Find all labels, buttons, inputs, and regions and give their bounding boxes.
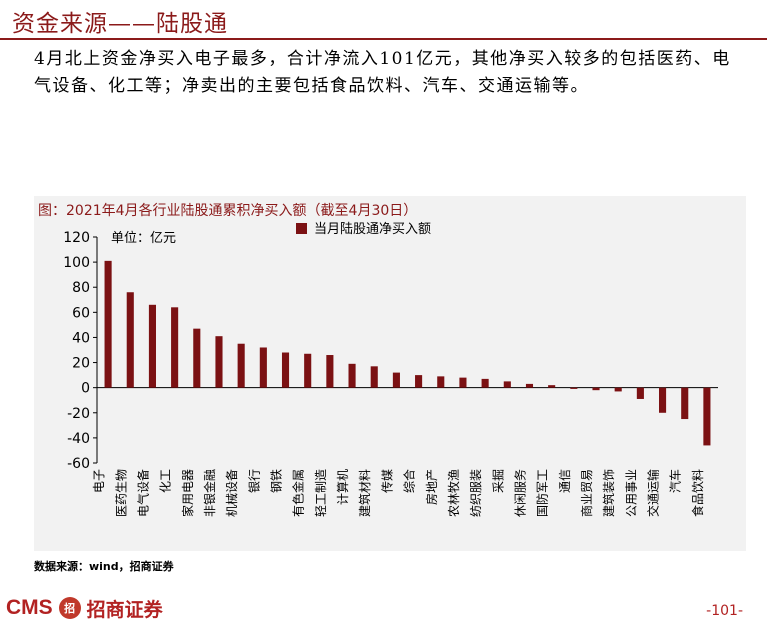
bar — [415, 375, 423, 388]
x-category-label: 农林牧渔 — [447, 469, 461, 517]
bar-chart: -60 -40 -20 0 20 40 60 80 100 120 电子 医药生物 电气设备 化工 家用电器… — [63, 221, 718, 517]
x-category-label: 轻工制造 — [314, 469, 328, 517]
unit-label: 单位：亿元 — [111, 231, 176, 246]
bar — [614, 387, 622, 392]
x-category-label: 公用事业 — [624, 469, 638, 517]
x-category-label: 计算机 — [335, 469, 350, 505]
bar — [148, 304, 156, 388]
x-category-label: 纺织服装 — [469, 469, 483, 517]
logo-company-name: 招商证券 — [86, 598, 163, 621]
data-source: 数据来源：wind，招商证券 — [34, 560, 174, 573]
bar — [548, 385, 556, 388]
x-category-label: 食品饮料 — [690, 469, 705, 517]
page-title: 资金来源——陆股通 — [12, 11, 228, 37]
x-category-label: 机械设备 — [224, 469, 239, 517]
y-tick-label: 0 — [81, 381, 90, 397]
y-tick-label: -40 — [67, 431, 90, 447]
bar — [259, 347, 267, 388]
bar — [481, 378, 489, 388]
page-number: -101- — [706, 603, 743, 619]
bar — [126, 292, 134, 388]
x-category-label: 家用电器 — [180, 469, 195, 517]
bar — [304, 353, 312, 388]
bar — [437, 376, 445, 388]
logo-mark-icon: 招 — [58, 597, 81, 619]
x-category-label: 有色金属 — [291, 469, 306, 517]
bar — [104, 260, 112, 388]
x-category-label: 综合 — [402, 469, 417, 493]
y-tick-label: 60 — [72, 305, 90, 321]
x-category-label: 钢铁 — [270, 469, 284, 493]
legend-swatch — [296, 223, 307, 234]
x-category-label: 商业贸易 — [579, 469, 594, 517]
x-category-label: 电子 — [92, 469, 106, 493]
title-divider — [0, 38, 767, 40]
x-category-label: 休闲服务 — [512, 469, 527, 517]
y-tick-label: 120 — [63, 230, 90, 246]
bar — [326, 355, 334, 388]
x-category-label: 银行 — [247, 469, 261, 493]
y-tick-label: -60 — [67, 456, 90, 472]
x-category-label: 建筑装饰 — [601, 469, 616, 517]
x-category-label: 非银金融 — [202, 469, 217, 517]
x-category-label: 建筑材料 — [357, 469, 372, 517]
bar — [681, 387, 689, 420]
bar — [525, 383, 534, 388]
bar — [348, 363, 356, 388]
bar — [281, 352, 290, 388]
bar — [392, 372, 400, 388]
x-category-label: 采掘 — [490, 469, 505, 493]
x-category-label: 汽车 — [668, 469, 683, 493]
bar — [237, 343, 245, 388]
bar — [592, 387, 600, 391]
bar — [503, 381, 511, 388]
bar — [703, 387, 711, 446]
bar — [636, 387, 644, 399]
legend-label: 当月陆股通净买入额 — [314, 221, 431, 237]
x-category-label: 交通运输 — [646, 469, 661, 517]
bar — [193, 328, 201, 388]
y-tick-label: 100 — [63, 255, 90, 271]
y-tick-label: -20 — [67, 406, 90, 422]
company-logo: CMS 招 招商证券 — [6, 595, 163, 621]
x-category-label: 国防军工 — [535, 469, 550, 517]
bar — [215, 336, 223, 388]
y-tick-label: 20 — [72, 356, 90, 372]
x-category-label: 传媒 — [379, 469, 394, 493]
bar — [659, 387, 667, 413]
logo-cms-text: CMS — [6, 596, 53, 619]
bar — [171, 307, 179, 388]
bar — [570, 387, 578, 389]
x-category-label: 通信 — [558, 469, 572, 493]
bar — [370, 366, 378, 388]
x-category-label: 房地产 — [424, 469, 439, 505]
x-category-label: 医药生物 — [114, 469, 128, 517]
bar — [459, 377, 467, 388]
y-tick-label: 80 — [72, 280, 90, 296]
y-tick-label: 40 — [72, 330, 90, 346]
summary-text: 4月北上资金净买入电子最多，合计净流入101亿元，其他净买入较多的包括医药、电气… — [34, 49, 731, 96]
chart-caption: 图：2021年4月各行业陆股通累积净买入额（截至4月30日） — [38, 203, 418, 219]
x-category-label: 电气设备 — [135, 469, 150, 517]
x-category-label: 化工 — [159, 469, 173, 493]
